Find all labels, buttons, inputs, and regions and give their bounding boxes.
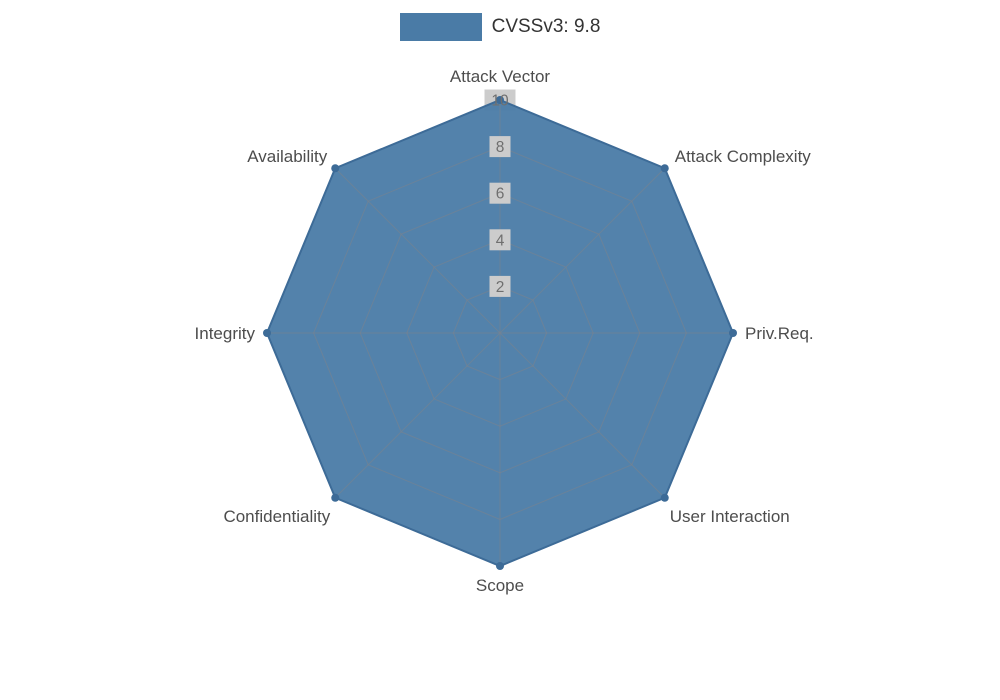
legend[interactable]: CVSSv3: 9.8 <box>0 13 1000 41</box>
axis-label: Confidentiality <box>223 507 330 526</box>
radar-vertex-marker <box>263 329 271 337</box>
radar-axis-line <box>499 332 666 499</box>
radar-vertex-marker <box>660 493 669 502</box>
tick-label: 10 <box>491 93 509 110</box>
axis-label: User Interaction <box>670 507 790 526</box>
tick-label-bg <box>489 229 511 251</box>
axis-label: Scope <box>476 576 524 595</box>
tick-label: 2 <box>496 279 505 296</box>
radar-vertex-marker <box>331 164 340 173</box>
tick-label: 4 <box>496 232 505 249</box>
legend-swatch-icon[interactable] <box>399 13 482 41</box>
axis-label: Attack Vector <box>450 67 550 86</box>
radar-vertex-marker <box>660 164 669 173</box>
tick-label: 6 <box>496 186 505 203</box>
tick-label-bg <box>489 136 511 158</box>
radar-vertex-marker <box>496 562 504 570</box>
tick-label: 8 <box>496 139 505 156</box>
radar-vertex-marker <box>729 329 737 337</box>
axis-label: Integrity <box>195 324 256 343</box>
radar-axis-line <box>499 167 666 334</box>
tick-label-bg <box>489 182 511 204</box>
tick-label-bg <box>489 275 511 297</box>
radar-axis-line <box>334 332 501 499</box>
legend-label: CVSSv3: 9.8 <box>491 16 601 37</box>
radar-vertex-marker <box>331 493 340 502</box>
axis-label: Attack Complexity <box>675 147 812 166</box>
radar-axis-line <box>334 167 501 334</box>
axis-label: Priv.Req. <box>745 324 814 343</box>
axis-label: Availability <box>247 147 328 166</box>
radar-vertex-marker <box>496 96 504 104</box>
